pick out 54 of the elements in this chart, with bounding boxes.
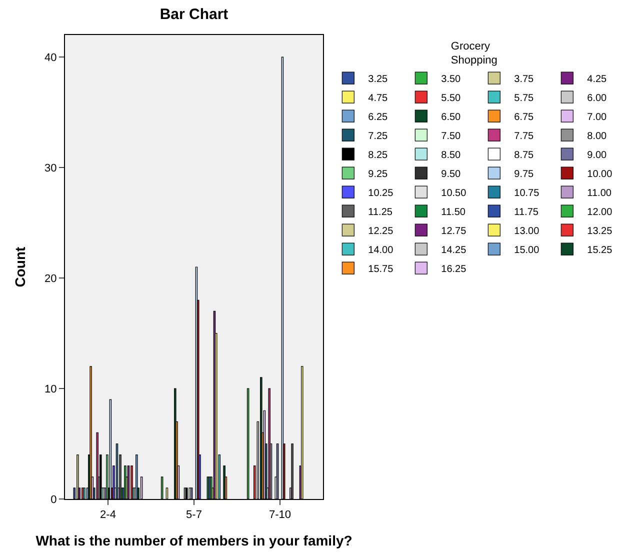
legend-label: 10.25	[368, 188, 394, 199]
x-tick-label: 5-7	[186, 509, 202, 522]
legend-label: 11.75	[514, 207, 539, 218]
legend-label: 4.75	[368, 93, 388, 104]
legend-label: 15.00	[514, 245, 540, 256]
legend-label: 9.75	[514, 169, 534, 180]
legend-label: 8.25	[368, 150, 388, 161]
chart-title: Bar Chart	[160, 6, 228, 23]
legend-label: 6.75	[514, 112, 534, 123]
legend-label: 11.50	[441, 207, 466, 218]
legend-label: 3.75	[514, 74, 534, 85]
legend-label: 13.25	[587, 226, 613, 237]
legend-label: 4.25	[587, 74, 608, 85]
legend-label: 9.25	[368, 169, 388, 180]
legend-label: 11.00	[587, 188, 612, 199]
legend-label: 7.50	[441, 131, 462, 142]
legend-label: 5.50	[441, 93, 462, 104]
legend-label: 8.00	[587, 131, 608, 142]
y-axis-title: Count	[12, 246, 28, 288]
legend-label: 10.00	[587, 169, 613, 180]
legend-label: 14.25	[441, 245, 467, 256]
legend-label: 15.75	[368, 264, 394, 275]
x-axis-title: What is the number of members in your family?	[36, 532, 352, 548]
legend-label: 3.50	[441, 74, 462, 85]
legend-label: 12.00	[587, 207, 613, 218]
y-tick-label: 30	[44, 162, 57, 174]
legend-label: 6.25	[368, 112, 388, 123]
legend-label: 8.50	[441, 150, 462, 161]
legend-label: 7.75	[514, 131, 534, 142]
x-tick-label: 2-4	[100, 509, 116, 522]
legend-label: 5.75	[514, 93, 534, 104]
y-tick-label: 40	[44, 52, 57, 64]
legend-title: Grocery Shopping	[450, 40, 498, 67]
y-tick-label: 10	[44, 383, 57, 396]
legend-label: 12.75	[441, 226, 467, 237]
y-tick-label: 0	[50, 494, 57, 506]
legend-label: 13.00	[514, 226, 540, 237]
legend-label: 8.75	[514, 150, 534, 161]
legend-label: 11.25	[368, 207, 393, 218]
legend-label: 10.75	[514, 188, 540, 199]
legend-label: 6.50	[441, 112, 462, 123]
legend-label: 7.00	[587, 112, 608, 123]
legend-label: 12.25	[368, 226, 394, 237]
legend-label: 15.25	[587, 245, 613, 256]
legend-label: 7.25	[368, 131, 388, 142]
legend-label: 14.00	[368, 245, 394, 256]
legend-label: 6.00	[587, 93, 608, 104]
legend-label: 9.00	[587, 150, 608, 161]
legend-label: 3.25	[368, 74, 388, 85]
x-tick-label: 7-10	[268, 509, 292, 522]
y-tick-label: 20	[44, 272, 57, 285]
legend-label: 16.25	[441, 264, 467, 275]
legend-label: 9.50	[441, 169, 462, 180]
legend-label: 10.50	[441, 188, 467, 199]
